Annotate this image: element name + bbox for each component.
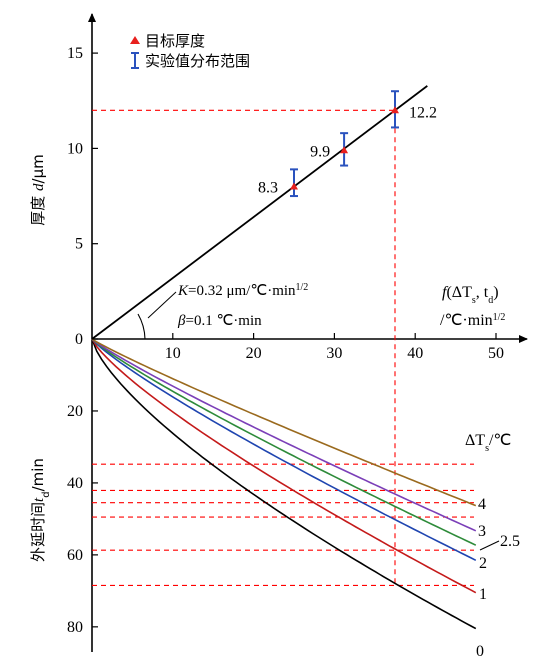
annotation-k-var: K [177, 283, 189, 299]
x-tick-label: 50 [488, 345, 504, 362]
bottom-y-tick-label: 40 [67, 475, 83, 492]
bottom-ylabel: 外延时间td/min [29, 458, 52, 562]
x-title-mid: , t [476, 284, 489, 301]
x-tick-label: 40 [407, 345, 423, 362]
angle-arc [137, 313, 146, 340]
x-title-open: (ΔT [446, 284, 472, 301]
annotation-beta-text: =0.1 ℃·min [185, 313, 262, 329]
bottom-y-tick-label: 20 [67, 403, 83, 420]
annotation-leader [147, 291, 177, 319]
x-unit-sup: 1/2 [493, 312, 506, 323]
bottom-y-tick-label: 60 [67, 547, 83, 564]
x-tick-label: 30 [326, 345, 342, 362]
x-title-func: f [442, 284, 449, 301]
target-point [290, 182, 298, 190]
bottom-y-tick-label: 80 [67, 619, 83, 636]
axis-ticks: 10 20 30 40 50 0 5 10 15 20 40 60 80 [67, 45, 504, 636]
target-point [391, 106, 399, 114]
annotation-k-text: =0.32 μm/℃·min [188, 283, 296, 299]
x-axis-unit: /℃·min1/2 [440, 312, 505, 330]
legend-label-range: 实验值分布范围 [145, 52, 250, 70]
x-axis-title: f(ΔTs, td) [442, 284, 499, 306]
top-y-tick-label: 0 [75, 331, 83, 348]
guide-lines [92, 109, 474, 587]
bottom-ylabel-sub: d [41, 491, 52, 497]
top-y-tick-label: 15 [67, 45, 83, 62]
fit-line [91, 85, 428, 340]
annotation-beta: β=0.1 ℃·min [177, 313, 262, 329]
lower-curves: 0 1 2 2.5 3 4 [91, 338, 520, 660]
x-unit-main: /℃·min [440, 312, 493, 329]
series-curve-4 [91, 338, 477, 507]
series-curve-1 [91, 338, 477, 594]
point-label: 8.3 [258, 180, 278, 197]
series-curve-0 [91, 338, 477, 630]
upper-panel: 8.3 9.9 12.2 [91, 85, 437, 340]
x-tick-label: 10 [165, 345, 181, 362]
top-y-tick-label: 5 [75, 236, 83, 253]
delta-ts-sub: s [485, 443, 489, 454]
x-title-sub-d: d [488, 295, 493, 306]
series-label: 3 [478, 523, 486, 540]
series-curve-2 [91, 338, 477, 562]
legend-triangle-icon [130, 36, 140, 44]
top-ylabel-var: d [31, 183, 47, 191]
series-label: 4 [478, 496, 486, 513]
x-tick-label: 20 [246, 345, 262, 362]
bottom-ylabel-prefix: 外延时间 [29, 502, 47, 562]
legend-errorbar-icon [131, 52, 139, 69]
delta-ts-title: ΔTs/℃ [465, 432, 511, 454]
top-ylabel-unit: /μm [29, 154, 47, 183]
target-point [340, 146, 349, 154]
x-title-close: ) [493, 284, 498, 301]
series-label: 2 [479, 555, 487, 572]
series-label: 2.5 [500, 533, 520, 550]
series-label: 1 [479, 586, 487, 603]
top-y-tick-label: 10 [67, 140, 83, 157]
annotation-beta-var: β [177, 313, 186, 329]
series-label: 0 [476, 643, 484, 660]
point-label: 9.9 [310, 143, 330, 160]
x-title-sub-s: s [472, 295, 476, 306]
delta-ts-main: ΔT [465, 432, 485, 449]
top-ylabel-prefix: 厚度 [29, 191, 47, 226]
legend: 目标厚度 实验值分布范围 [130, 32, 250, 70]
delta-ts-unit: /℃ [489, 432, 511, 449]
series-curve-3 [91, 338, 477, 532]
point-label: 12.2 [409, 104, 437, 121]
bottom-ylabel-unit: /min [29, 458, 47, 491]
series-curve-2-5 [91, 338, 477, 546]
annotation-k-sup: 1/2 [296, 282, 309, 293]
legend-label-target: 目标厚度 [145, 32, 205, 50]
annotation-k: K=0.32 μm/℃·min1/2 [177, 282, 308, 300]
top-ylabel: 厚度 d/μm [29, 154, 47, 226]
bottom-ylabel-var: t [31, 497, 47, 502]
series-leader-2-5 [479, 540, 500, 551]
